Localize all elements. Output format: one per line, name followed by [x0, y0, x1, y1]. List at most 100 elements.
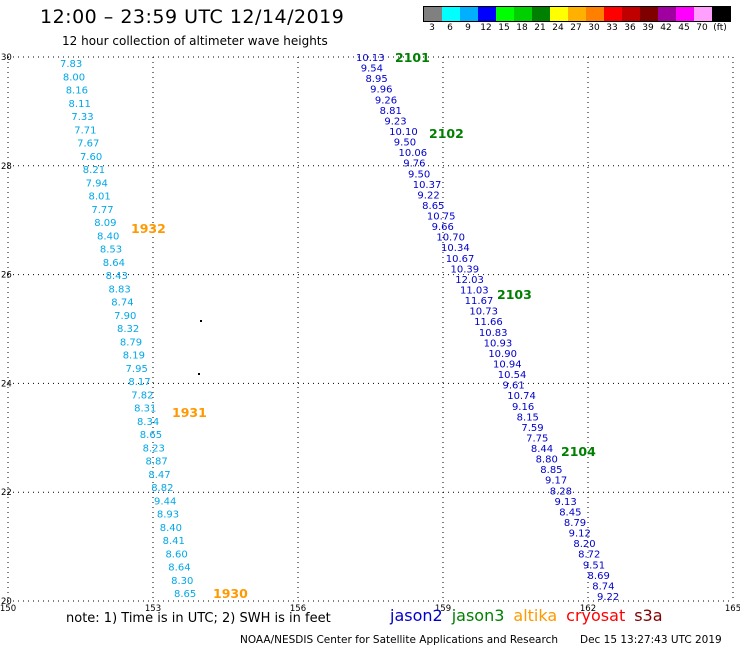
swh-value: 8.01: [89, 192, 111, 203]
legend-swatch: [532, 7, 550, 21]
color-legend-labels: 3 6 9 12 15 18 21 24 27 30 33 36 39 42 45 70 (ft): [423, 23, 729, 35]
swh-value: 8.53: [100, 245, 122, 256]
y-tick-label: 20: [1, 597, 12, 607]
swh-value: 9.76: [403, 159, 425, 170]
swh-value: 9.26: [375, 95, 397, 106]
legend-label: 3: [429, 23, 435, 33]
x-tick-label: 165: [725, 604, 740, 614]
swh-value: 8.69: [588, 571, 610, 582]
swh-value: 8.40: [160, 523, 182, 534]
legend-swatch: [514, 7, 532, 21]
swh-value: 9.22: [597, 592, 619, 603]
swh-value: 8.79: [120, 337, 142, 348]
swh-value: 8.40: [97, 231, 119, 242]
swh-value: 8.93: [157, 510, 179, 521]
legend-label: 6: [447, 23, 453, 33]
swh-value: 8.19: [123, 351, 145, 362]
swh-value: 10.13: [356, 53, 385, 64]
swh-value: 8.85: [540, 465, 562, 476]
y-tick-label: 28: [1, 162, 12, 172]
satellite-label: jason3: [451, 606, 505, 625]
pass-label: 2102: [429, 126, 464, 141]
swh-value: 8.21: [83, 165, 105, 176]
legend-label: 21: [534, 23, 546, 33]
swh-value: 8.34: [137, 417, 159, 428]
swh-value: 8.30: [171, 576, 193, 587]
satellite-label: altika: [513, 606, 558, 625]
swh-value: 8.28: [550, 486, 572, 497]
swh-value: 8.74: [111, 298, 133, 309]
swh-value: 8.87: [146, 457, 168, 468]
swh-value: 8.65: [174, 589, 196, 600]
swh-value: 9.66: [432, 222, 454, 233]
legend-swatch: [586, 7, 604, 21]
legend-swatch: [640, 7, 658, 21]
swh-value: 8.15: [517, 412, 539, 423]
axis-labels: 150 153 156 159 162 165 30 28 26 24 22 20: [0, 53, 740, 614]
swh-value: 7.95: [126, 364, 148, 375]
swh-value: 8.31: [134, 404, 156, 415]
y-tick-label: 24: [1, 379, 12, 389]
pass-label: 1932: [131, 221, 166, 236]
swh-value: 10.94: [493, 359, 522, 370]
legend-swatch: [424, 7, 442, 21]
swh-value: 10.34: [441, 243, 470, 254]
swh-value: 9.13: [554, 497, 576, 508]
swh-value: 9.12: [569, 529, 591, 540]
legend-label: 27: [570, 23, 582, 33]
legend-label: (ft): [713, 23, 727, 33]
footer-note: note: 1) Time is in UTC; 2) SWH is in fe…: [66, 611, 331, 626]
swh-value: 9.61: [502, 381, 524, 392]
west-track: 7.83 8.00 8.16 8.11 7.33 7.71 7.67 7.60 8.21 7.94…: [60, 59, 196, 600]
map-dot: [198, 373, 200, 375]
x-tick-label: 159: [435, 604, 451, 614]
swh-value: 9.22: [417, 190, 439, 201]
legend-swatch: [604, 7, 622, 21]
page-title: 12:00 – 23:59 UTC 12/14/2019: [40, 6, 345, 28]
swh-value: 8.79: [564, 518, 586, 529]
swh-value: 10.93: [484, 338, 513, 349]
swh-value: 8.65: [422, 201, 444, 212]
swh-value: 11.67: [465, 296, 494, 307]
pass-label: 2104: [561, 444, 596, 459]
legend-label: 42: [660, 23, 672, 33]
map-grid: [7, 56, 734, 602]
swh-value: 9.96: [370, 85, 392, 96]
x-tick-label: 150: [0, 604, 16, 614]
swh-value: 8.83: [108, 284, 130, 295]
swh-value: 8.80: [536, 455, 558, 466]
pass-labels: 1932 1931 1930 2101 2102 2103 2104: [131, 50, 596, 601]
timestamp: Dec 15 13:27:43 UTC 2019: [580, 634, 722, 646]
swh-value: 10.75: [427, 212, 456, 223]
swh-value: 8.00: [63, 72, 85, 83]
swh-value: 9.50: [408, 169, 430, 180]
pass-label: 1931: [172, 405, 207, 420]
swh-value: 8.45: [559, 507, 581, 518]
swh-value: 8.47: [148, 470, 170, 481]
swh-value: 7.75: [526, 433, 548, 444]
swh-value: 10.10: [389, 127, 418, 138]
legend-label: 9: [465, 23, 471, 33]
satellite-legend: jason2 jason3 altika cryosat s3a: [390, 606, 672, 625]
swh-value: 8.43: [106, 271, 128, 282]
satellite-label: jason2: [390, 606, 443, 625]
swh-value: 7.60: [80, 152, 102, 163]
legend-swatch: [478, 7, 496, 21]
legend-swatch: [622, 7, 640, 21]
swh-value: 8.20: [573, 539, 595, 550]
x-tick-label: 156: [290, 604, 306, 614]
swh-value: 10.70: [436, 233, 465, 244]
swh-value: 8.41: [163, 536, 185, 547]
x-tick-label: 162: [580, 604, 596, 614]
legend-swatch: [550, 7, 568, 21]
legend-swatch: [460, 7, 478, 21]
y-tick-label: 26: [1, 271, 12, 281]
swh-value: 10.37: [413, 180, 442, 191]
legend-swatch: [442, 7, 460, 21]
swh-value: 8.17: [128, 377, 150, 388]
swh-value: 8.81: [380, 106, 402, 117]
legend-swatch: [676, 7, 694, 21]
pass-label: 1930: [213, 586, 248, 601]
swh-value: 8.72: [578, 550, 600, 561]
